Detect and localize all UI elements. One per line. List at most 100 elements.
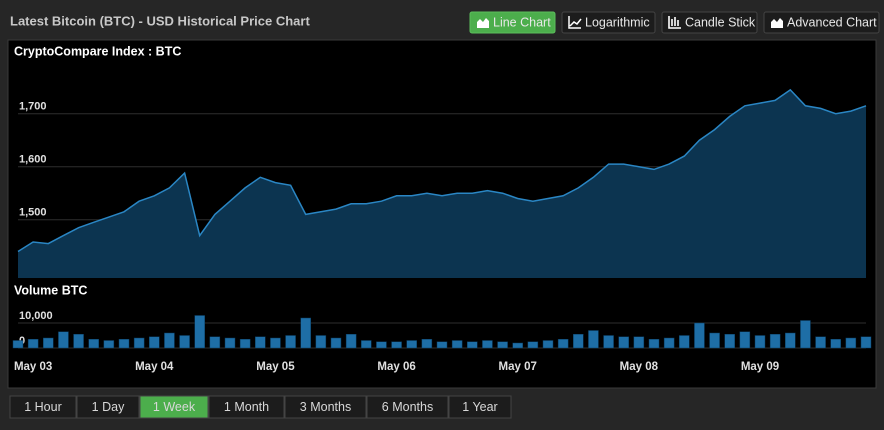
range-button[interactable]: 1 Day <box>76 395 140 419</box>
volume-bar <box>88 339 99 349</box>
volume-bar <box>149 336 160 349</box>
volume-bar <box>769 334 781 349</box>
y-tick-label: 10,000 <box>19 310 53 322</box>
volume-bar <box>43 337 54 349</box>
volume-bar <box>815 336 826 349</box>
volume-bar <box>860 336 872 349</box>
x-tick-label: May 06 <box>377 361 415 373</box>
y-tick-label: 1,700 <box>19 101 47 113</box>
button-bg[interactable] <box>661 11 758 34</box>
chart-title: Volume BTC <box>14 283 87 297</box>
volume-bar <box>603 335 614 349</box>
button-bg[interactable] <box>448 395 512 419</box>
volume-bar <box>27 339 39 349</box>
volume-bar <box>557 339 569 349</box>
volume-bar <box>739 331 751 349</box>
volume-bar <box>785 332 796 349</box>
button-label[interactable]: 1 Week <box>153 400 196 414</box>
icon <box>568 16 582 29</box>
x-tick-label: May 09 <box>741 361 779 373</box>
volume-bar <box>58 331 69 349</box>
y-tick-label: 1,600 <box>19 154 47 166</box>
button-bg[interactable] <box>76 395 140 419</box>
button-label[interactable]: Candle Stick <box>685 15 756 29</box>
volume-bar <box>830 339 841 349</box>
button-label[interactable]: 1 Hour <box>24 400 62 414</box>
volume-bar <box>376 341 387 349</box>
volume-bar <box>391 341 402 349</box>
range-button[interactable]: 1 Year <box>448 395 512 419</box>
header-title: Latest Bitcoin (BTC) - USD Historical Pr… <box>10 13 310 28</box>
volume-bar <box>724 334 735 349</box>
button-bg[interactable] <box>9 395 77 419</box>
volume-bar <box>239 339 251 349</box>
icon <box>668 16 681 29</box>
volume-bar <box>754 335 766 349</box>
button-label[interactable]: 6 Months <box>382 400 433 414</box>
volume-bar <box>224 337 236 349</box>
range-button[interactable]: 3 Months <box>284 395 367 419</box>
volume-bar <box>209 336 221 349</box>
range-button[interactable]: 1 Month <box>208 395 285 419</box>
button-label[interactable]: Logarithmic <box>585 15 650 29</box>
button-bg[interactable] <box>208 395 285 419</box>
button-bg[interactable] <box>561 11 656 34</box>
button-label[interactable]: 1 Day <box>92 400 125 414</box>
volume-bar <box>12 340 24 349</box>
volume-bar <box>542 340 554 349</box>
range-button[interactable]: 1 Hour <box>9 395 77 419</box>
button-label[interactable]: 3 Months <box>300 400 351 414</box>
range-button[interactable]: 1 Week <box>139 395 209 419</box>
x-tick-label: May 03 <box>14 361 52 373</box>
button-bg[interactable] <box>469 11 556 34</box>
header-buttons: Line Chart Logarithmic Candle Stick Advance… <box>469 11 880 34</box>
volume-bar <box>648 339 660 349</box>
header-button[interactable]: Logarithmic <box>561 11 656 34</box>
x-tick-label: May 08 <box>620 361 659 373</box>
price-area <box>18 89 866 279</box>
volume-bar <box>679 335 690 349</box>
volume-bar <box>800 320 811 349</box>
volume-bar <box>133 337 145 349</box>
volume-bar <box>573 334 584 349</box>
plot-area: CryptoCompare Index : BTC1,4001,5001,600… <box>12 44 872 373</box>
header-button[interactable]: Candle Stick <box>661 11 758 34</box>
volume-bar <box>497 341 508 349</box>
volume-bar <box>103 340 115 349</box>
volume-bar <box>588 330 599 349</box>
button-label[interactable]: Line Chart <box>493 15 551 29</box>
button-bg[interactable] <box>139 395 209 419</box>
volume-bar <box>512 342 523 349</box>
button-label[interactable]: Advanced Chart <box>787 15 877 29</box>
volume-bar <box>300 317 311 349</box>
price-line <box>17 88 867 253</box>
button-label[interactable]: 1 Month <box>224 400 269 414</box>
volume-bar <box>451 340 463 349</box>
button-bg[interactable] <box>366 395 449 419</box>
volume-bar <box>845 337 857 349</box>
volume-bar <box>361 340 372 349</box>
range-buttons: 1 Hour 1 Day 1 Week 1 Month 3 Months 6 Months… <box>9 395 512 419</box>
volume-bar <box>618 336 629 349</box>
volume-bar <box>436 341 448 349</box>
button-label[interactable]: 1 Year <box>462 400 497 414</box>
volume-bar <box>709 332 720 349</box>
button-bg[interactable] <box>284 395 367 419</box>
volume-bar <box>270 337 281 349</box>
volume-bar <box>315 335 327 349</box>
volume-bar <box>194 315 205 349</box>
header-button[interactable]: Line Chart <box>469 11 556 34</box>
volume-bar <box>527 341 539 349</box>
volume-bar <box>482 340 493 349</box>
volume-bar <box>467 341 478 349</box>
x-tick-label: May 05 <box>256 361 295 373</box>
button-bg[interactable] <box>763 11 880 34</box>
range-button[interactable]: 6 Months <box>366 395 449 419</box>
volume-bar <box>255 336 266 349</box>
y-tick-label: 1,500 <box>19 207 47 219</box>
volume-bar <box>694 322 705 349</box>
volume-bar <box>345 334 357 349</box>
header-button[interactable]: Advanced Chart <box>763 11 880 34</box>
volume-bar <box>164 332 175 349</box>
